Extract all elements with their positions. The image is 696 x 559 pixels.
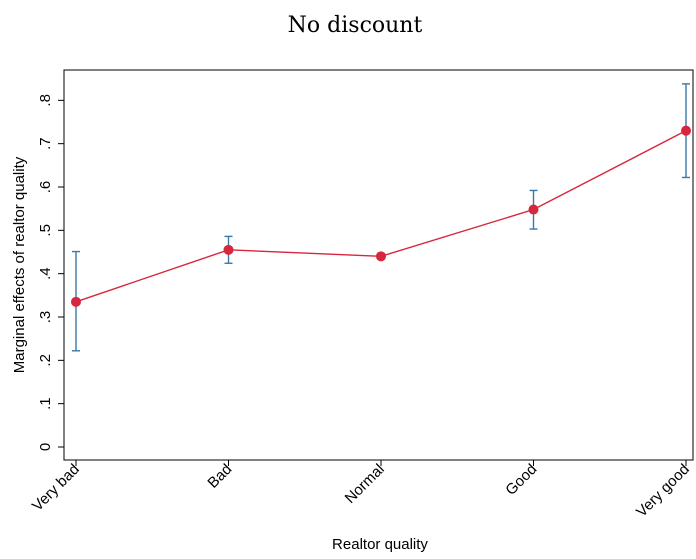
y-tick-label: 0	[37, 443, 54, 451]
y-tick-label: .7	[37, 137, 54, 150]
data-point	[71, 296, 81, 307]
y-tick-label: .2	[37, 354, 54, 367]
data-point	[681, 125, 691, 136]
y-axis-label: Marginal effects of realtor quality	[11, 156, 28, 373]
plot-area	[71, 83, 691, 352]
data-point	[223, 244, 234, 255]
x-tick-label: Normal	[342, 461, 388, 507]
plot-frame	[63, 69, 694, 461]
x-axis-label: Realtor quality	[332, 536, 428, 553]
y-tick-label: .4	[37, 267, 54, 280]
data-point	[528, 204, 539, 215]
y-tick-label: .5	[37, 224, 54, 237]
y-tick-label: .8	[37, 94, 54, 107]
x-axis: Very bad Bad Normal Good Very good	[29, 460, 693, 521]
y-tick-label: .3	[37, 311, 54, 324]
chart-title: No discount	[288, 13, 423, 38]
y-axis: 0 .1 .2 .3 .4 .5 .6 .7 .8	[37, 94, 64, 451]
data-point	[376, 251, 386, 262]
series-line	[75, 130, 687, 303]
x-tick-label: Bad	[204, 461, 235, 492]
x-tick-label: Very good	[633, 461, 693, 521]
x-tick-label: Very bad	[29, 461, 83, 515]
y-tick-label: .6	[37, 181, 54, 194]
x-tick-label: Good	[502, 461, 540, 499]
y-tick-label: .1	[37, 397, 54, 410]
